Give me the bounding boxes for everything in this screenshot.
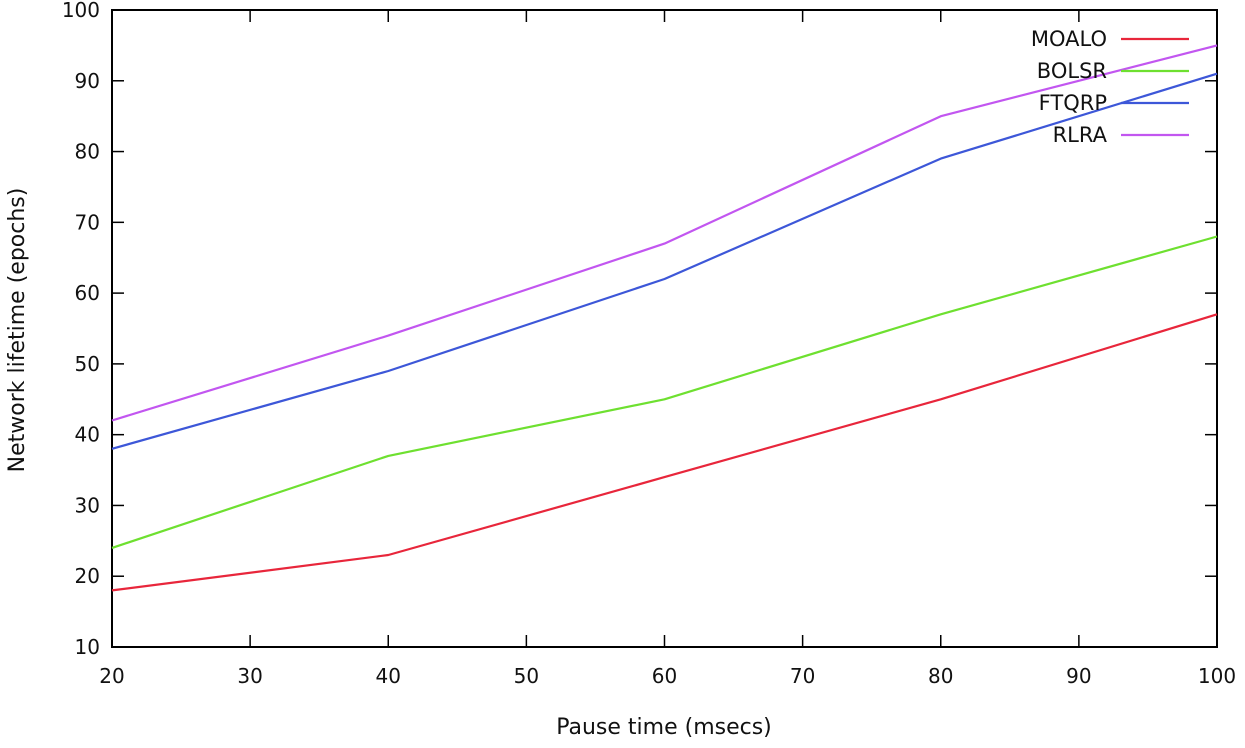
y-tick-label: 90: [75, 69, 100, 93]
legend-label-rlra: RLRA: [1053, 123, 1108, 147]
x-tick-label: 100: [1198, 664, 1236, 688]
y-tick-label: 30: [75, 493, 100, 517]
y-tick-label: 70: [75, 210, 100, 234]
series-line-ftqrp: [111, 72, 1218, 450]
series-line-bolsr: [111, 235, 1218, 549]
legend-label-moalo: MOALO: [1031, 27, 1107, 51]
legend: MOALO BOLSR FTQRP RLRA: [1031, 27, 1189, 147]
series-line-rlra: [111, 44, 1218, 422]
y-tick-label: 20: [75, 564, 100, 588]
y-tick-label: 40: [75, 423, 100, 447]
x-tick-label: 60: [652, 664, 677, 688]
series-layer: [111, 44, 1218, 592]
x-tick-label: 90: [1066, 664, 1091, 688]
x-tick-label: 20: [99, 664, 124, 688]
x-tick-label: 70: [790, 664, 815, 688]
x-tick-label: 40: [376, 664, 401, 688]
y-tick-label: 60: [75, 281, 100, 305]
series-line-moalo: [111, 313, 1218, 592]
x-tick-label: 80: [928, 664, 953, 688]
y-tick-label: 10: [75, 635, 100, 659]
y-axis-title: Network lifetime (epochs): [5, 188, 30, 473]
y-tick-label: 100: [62, 0, 100, 22]
legend-label-ftqrp: FTQRP: [1039, 91, 1107, 115]
y-tick-label: 80: [75, 140, 100, 164]
y-tick-label: 50: [75, 352, 100, 376]
x-tick-label: 50: [514, 664, 539, 688]
legend-label-bolsr: BOLSR: [1037, 59, 1107, 83]
axes-layer: 20 30 40 50 60 70 80 90 100 10 20 30 40 50 60 70 80 90 100: [62, 0, 1236, 688]
x-axis-title: Pause time (msecs): [556, 715, 772, 740]
x-tick-label: 30: [237, 664, 262, 688]
